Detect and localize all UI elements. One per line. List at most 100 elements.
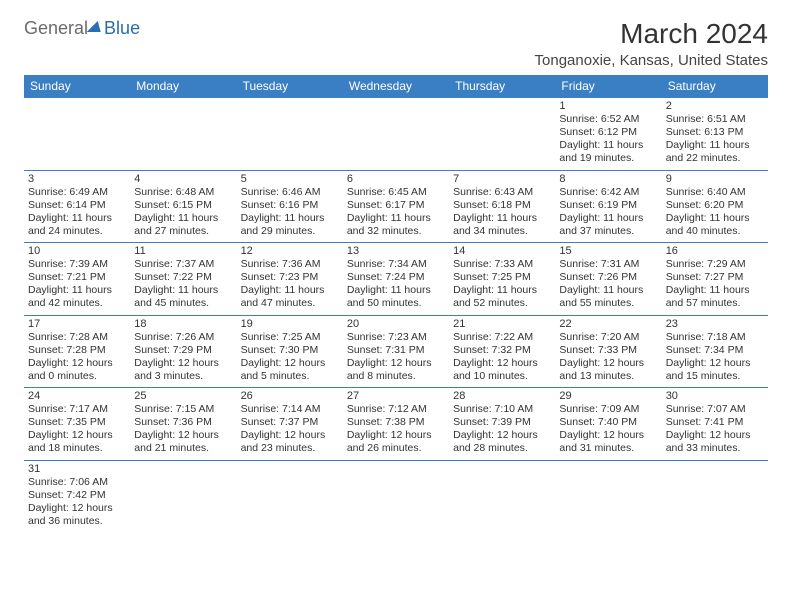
empty-cell <box>662 460 768 532</box>
day-detail: and 55 minutes. <box>559 297 657 310</box>
day-cell: 4Sunrise: 6:48 AMSunset: 6:15 PMDaylight… <box>130 170 236 243</box>
day-detail: Sunrise: 6:48 AM <box>134 186 232 199</box>
calendar-head: SundayMondayTuesdayWednesdayThursdayFrid… <box>24 75 768 98</box>
day-detail: Sunset: 6:20 PM <box>666 199 764 212</box>
day-cell: 3Sunrise: 6:49 AMSunset: 6:14 PMDaylight… <box>24 170 130 243</box>
day-detail: and 32 minutes. <box>347 225 445 238</box>
day-header: Tuesday <box>237 75 343 98</box>
day-detail: Daylight: 11 hours <box>453 212 551 225</box>
day-cell: 15Sunrise: 7:31 AMSunset: 7:26 PMDayligh… <box>555 243 661 316</box>
day-header: Saturday <box>662 75 768 98</box>
day-detail: Daylight: 11 hours <box>347 212 445 225</box>
day-detail: Daylight: 12 hours <box>347 357 445 370</box>
day-cell: 19Sunrise: 7:25 AMSunset: 7:30 PMDayligh… <box>237 315 343 388</box>
day-cell: 21Sunrise: 7:22 AMSunset: 7:32 PMDayligh… <box>449 315 555 388</box>
day-detail: Daylight: 11 hours <box>28 212 126 225</box>
logo: GeneralBlue <box>24 18 140 39</box>
day-detail: Daylight: 12 hours <box>666 429 764 442</box>
day-detail: Daylight: 11 hours <box>347 284 445 297</box>
day-detail: Daylight: 11 hours <box>134 284 232 297</box>
calendar-row: 24Sunrise: 7:17 AMSunset: 7:35 PMDayligh… <box>24 388 768 461</box>
day-detail: Daylight: 11 hours <box>28 284 126 297</box>
day-header: Sunday <box>24 75 130 98</box>
day-cell: 23Sunrise: 7:18 AMSunset: 7:34 PMDayligh… <box>662 315 768 388</box>
day-number: 21 <box>453 318 551 330</box>
day-detail: and 26 minutes. <box>347 442 445 455</box>
day-detail: Sunrise: 7:29 AM <box>666 258 764 271</box>
day-detail: Sunset: 6:13 PM <box>666 126 764 139</box>
day-detail: Daylight: 12 hours <box>28 429 126 442</box>
day-cell: 28Sunrise: 7:10 AMSunset: 7:39 PMDayligh… <box>449 388 555 461</box>
day-detail: and 36 minutes. <box>28 515 126 528</box>
day-cell: 26Sunrise: 7:14 AMSunset: 7:37 PMDayligh… <box>237 388 343 461</box>
location: Tonganoxie, Kansas, United States <box>535 52 768 69</box>
empty-cell <box>130 98 236 171</box>
day-detail: Sunset: 7:22 PM <box>134 271 232 284</box>
day-detail: Sunset: 7:31 PM <box>347 344 445 357</box>
day-number: 12 <box>241 245 339 257</box>
day-detail: Sunset: 7:34 PM <box>666 344 764 357</box>
day-cell: 6Sunrise: 6:45 AMSunset: 6:17 PMDaylight… <box>343 170 449 243</box>
day-detail: Sunrise: 6:46 AM <box>241 186 339 199</box>
logo-sail-icon <box>87 21 105 32</box>
day-number: 20 <box>347 318 445 330</box>
day-cell: 12Sunrise: 7:36 AMSunset: 7:23 PMDayligh… <box>237 243 343 316</box>
day-detail: Sunrise: 7:33 AM <box>453 258 551 271</box>
day-detail: Sunrise: 7:09 AM <box>559 403 657 416</box>
day-number: 13 <box>347 245 445 257</box>
day-detail: Sunset: 7:42 PM <box>28 489 126 502</box>
day-detail: and 23 minutes. <box>241 442 339 455</box>
day-detail: Daylight: 12 hours <box>347 429 445 442</box>
day-number: 7 <box>453 173 551 185</box>
day-detail: Sunset: 6:12 PM <box>559 126 657 139</box>
day-number: 3 <box>28 173 126 185</box>
day-detail: Sunrise: 7:22 AM <box>453 331 551 344</box>
day-detail: Sunrise: 6:51 AM <box>666 113 764 126</box>
day-detail: Daylight: 11 hours <box>559 139 657 152</box>
day-detail: Sunrise: 6:49 AM <box>28 186 126 199</box>
day-cell: 11Sunrise: 7:37 AMSunset: 7:22 PMDayligh… <box>130 243 236 316</box>
day-cell: 9Sunrise: 6:40 AMSunset: 6:20 PMDaylight… <box>662 170 768 243</box>
day-detail: and 19 minutes. <box>559 152 657 165</box>
day-cell: 10Sunrise: 7:39 AMSunset: 7:21 PMDayligh… <box>24 243 130 316</box>
day-detail: Sunset: 7:32 PM <box>453 344 551 357</box>
day-detail: Sunset: 7:23 PM <box>241 271 339 284</box>
day-cell: 31Sunrise: 7:06 AMSunset: 7:42 PMDayligh… <box>24 460 130 532</box>
day-detail: Sunrise: 7:37 AM <box>134 258 232 271</box>
calendar-row: 1Sunrise: 6:52 AMSunset: 6:12 PMDaylight… <box>24 98 768 171</box>
day-cell: 30Sunrise: 7:07 AMSunset: 7:41 PMDayligh… <box>662 388 768 461</box>
day-cell: 7Sunrise: 6:43 AMSunset: 6:18 PMDaylight… <box>449 170 555 243</box>
day-detail: Sunrise: 7:26 AM <box>134 331 232 344</box>
day-detail: and 18 minutes. <box>28 442 126 455</box>
day-number: 5 <box>241 173 339 185</box>
empty-cell <box>449 460 555 532</box>
day-detail: and 42 minutes. <box>28 297 126 310</box>
day-cell: 2Sunrise: 6:51 AMSunset: 6:13 PMDaylight… <box>662 98 768 171</box>
day-detail: Sunset: 6:19 PM <box>559 199 657 212</box>
day-cell: 29Sunrise: 7:09 AMSunset: 7:40 PMDayligh… <box>555 388 661 461</box>
day-number: 26 <box>241 390 339 402</box>
calendar-table: SundayMondayTuesdayWednesdayThursdayFrid… <box>24 75 768 532</box>
day-detail: Daylight: 11 hours <box>666 284 764 297</box>
day-detail: Sunset: 7:33 PM <box>559 344 657 357</box>
day-number: 25 <box>134 390 232 402</box>
day-detail: Sunset: 6:18 PM <box>453 199 551 212</box>
day-detail: and 24 minutes. <box>28 225 126 238</box>
day-cell: 25Sunrise: 7:15 AMSunset: 7:36 PMDayligh… <box>130 388 236 461</box>
day-detail: Daylight: 11 hours <box>241 212 339 225</box>
day-detail: and 8 minutes. <box>347 370 445 383</box>
day-detail: Sunrise: 7:36 AM <box>241 258 339 271</box>
calendar-body: 1Sunrise: 6:52 AMSunset: 6:12 PMDaylight… <box>24 98 768 533</box>
day-detail: Sunrise: 7:39 AM <box>28 258 126 271</box>
day-detail: Sunset: 7:28 PM <box>28 344 126 357</box>
day-detail: Sunrise: 7:14 AM <box>241 403 339 416</box>
day-detail: Sunset: 7:39 PM <box>453 416 551 429</box>
day-number: 27 <box>347 390 445 402</box>
empty-cell <box>343 98 449 171</box>
day-detail: Daylight: 11 hours <box>666 212 764 225</box>
day-detail: Sunrise: 7:18 AM <box>666 331 764 344</box>
day-number: 15 <box>559 245 657 257</box>
day-detail: Sunset: 7:40 PM <box>559 416 657 429</box>
day-number: 10 <box>28 245 126 257</box>
empty-cell <box>24 98 130 171</box>
